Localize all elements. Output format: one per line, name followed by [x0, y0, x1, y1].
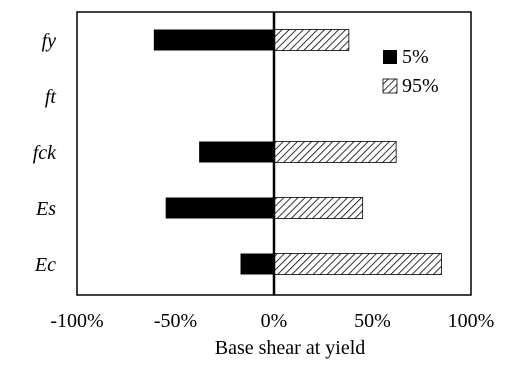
category-label: Es: [35, 198, 56, 220]
x-tick-label: -50%: [154, 310, 197, 332]
legend-label: 95%: [402, 75, 439, 97]
category-label: fck: [33, 142, 57, 164]
category-labels: fy ft fck Es Ec: [33, 30, 57, 276]
bar-95pct: [273, 253, 442, 275]
bar-5pct: [165, 197, 274, 219]
x-tick-label: 50%: [354, 310, 391, 332]
x-tick-label: 100%: [448, 310, 495, 332]
bar-5pct: [199, 141, 274, 163]
bar-5pct: [240, 253, 274, 275]
bar-95pct: [273, 29, 350, 51]
legend-swatch-95pct: [382, 78, 398, 94]
category-label: ft: [45, 86, 57, 108]
legend: 5%95%: [382, 46, 439, 97]
bar-95pct: [273, 197, 364, 219]
bar-95pct: [273, 141, 397, 163]
bars-group: [153, 29, 442, 275]
legend-swatch-5pct: [383, 50, 397, 64]
x-tick-label: 0%: [261, 310, 288, 332]
bar-5pct: [153, 29, 274, 51]
x-tick-label: -100%: [50, 310, 103, 332]
x-tick-labels: -100% -50% 0% 50% 100%: [50, 310, 494, 332]
category-label: fy: [42, 30, 57, 52]
x-axis-title: Base shear at yield: [215, 337, 366, 359]
category-label: Ec: [34, 254, 56, 276]
legend-label: 5%: [402, 46, 429, 68]
